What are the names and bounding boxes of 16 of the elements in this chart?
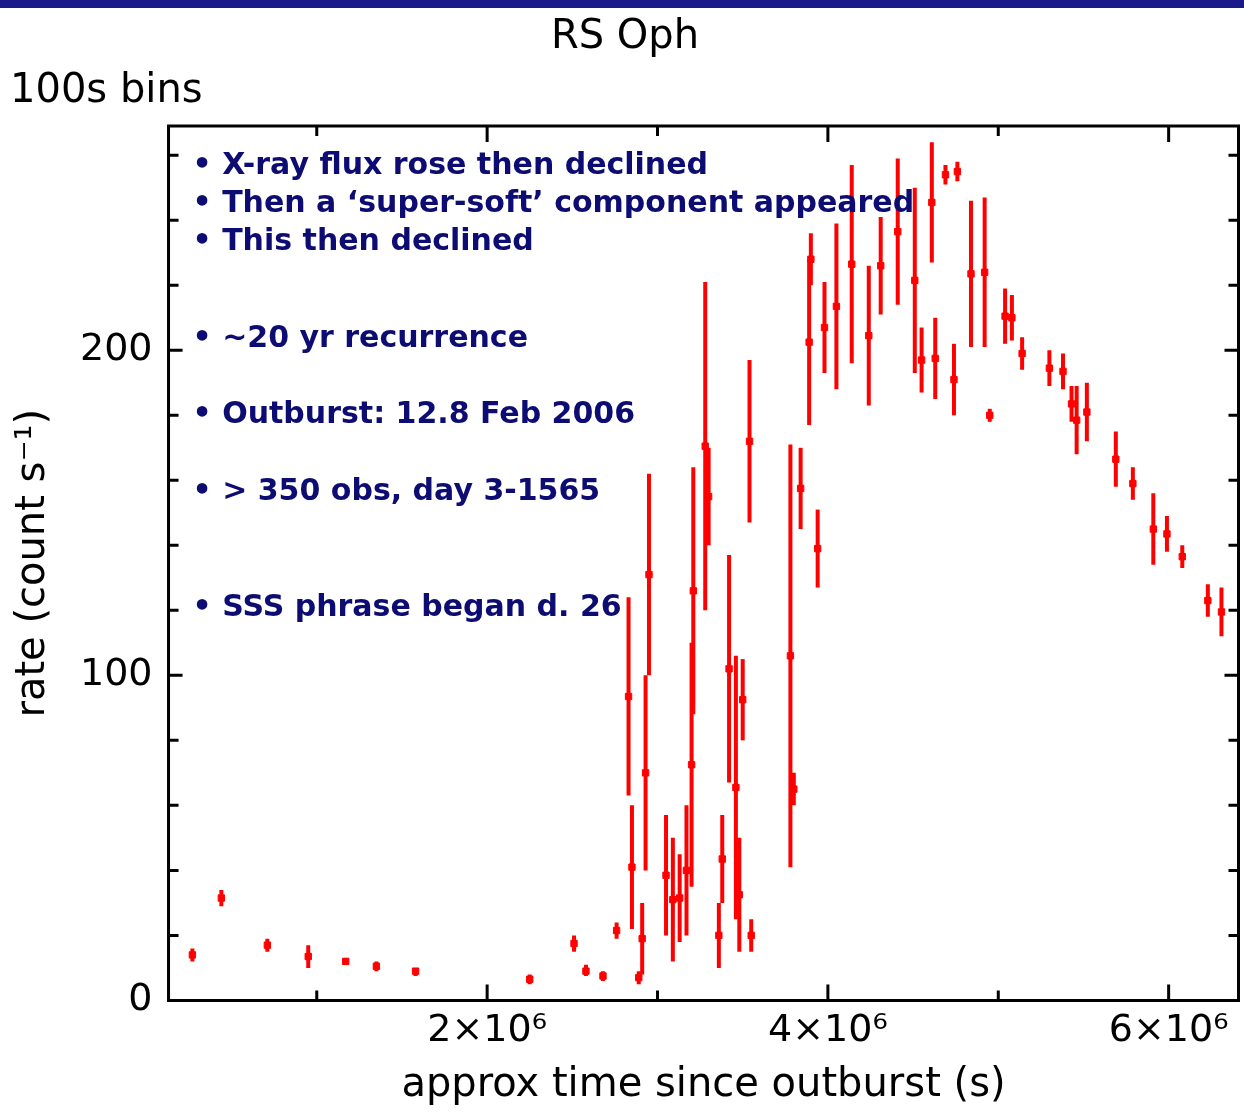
annotation: • This then declined (192, 221, 534, 257)
y-tick-label: 200 (80, 325, 153, 370)
annotation: • SSS phrase began d. 26 (192, 587, 622, 623)
x-tick-label: 2×10⁶ (427, 1006, 547, 1051)
chart-title: RS Oph (550, 11, 700, 58)
y-tick-label: 100 (80, 650, 153, 695)
y-axis-title: rate (count s⁻¹) (7, 408, 54, 718)
annotation: • > 350 obs, day 3-1565 (192, 471, 601, 507)
chart-subtitle: 100s bins (10, 65, 203, 112)
annotation: • Outburst: 12.8 Feb 2006 (192, 394, 636, 430)
x-axis-title: approx time since outburst (s) (401, 1059, 1006, 1106)
annotation: • ~20 yr recurrence (192, 318, 528, 354)
x-tick-label: 6×10⁶ (1108, 1006, 1229, 1051)
y-tick-label: 0 (128, 975, 153, 1020)
annotation: • X-ray flux rose then declined (192, 145, 709, 181)
x-tick-label: 4×10⁶ (768, 1006, 888, 1051)
